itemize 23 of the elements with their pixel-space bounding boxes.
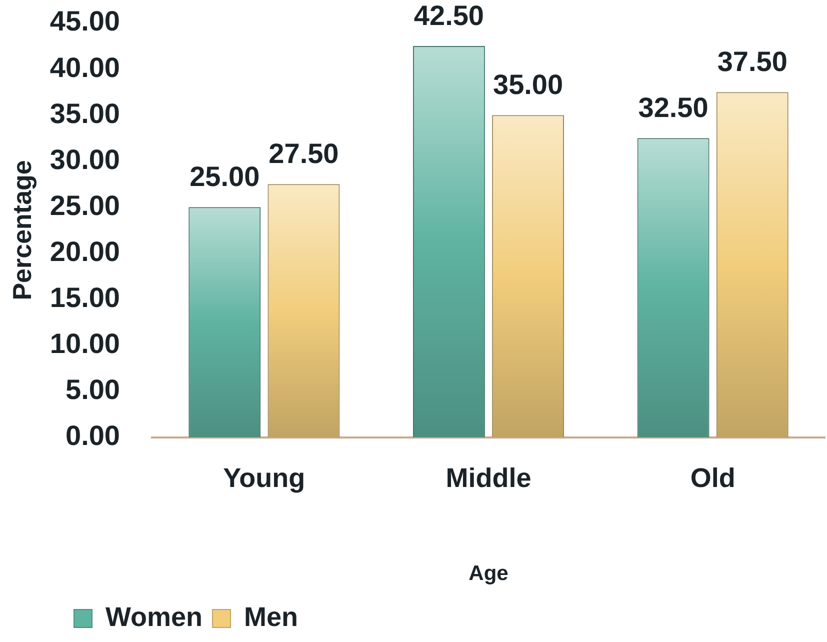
data-label: 37.50 xyxy=(717,46,788,78)
x-tick-label: Old xyxy=(690,463,736,494)
data-label: 25.00 xyxy=(190,161,260,192)
legend-label: Men xyxy=(244,602,298,632)
y-tick-label: 5.00 xyxy=(66,374,120,406)
x-axis-title: Age xyxy=(468,562,508,586)
y-tick-label: 15.00 xyxy=(50,282,120,313)
y-tick-label: 25.00 xyxy=(50,190,120,221)
data-label: 42.50 xyxy=(414,0,484,32)
y-axis-title: Percentage xyxy=(6,160,37,300)
x-tick-label: Middle xyxy=(446,463,532,494)
y-tick-label: 0.00 xyxy=(66,420,120,452)
data-label: 35.00 xyxy=(493,69,564,100)
y-tick-label: 40.00 xyxy=(50,52,120,83)
x-tick-label: Young xyxy=(223,463,306,494)
data-label: 32.50 xyxy=(638,92,708,124)
y-tick-label: 30.00 xyxy=(50,144,120,175)
legend-label: Women xyxy=(106,602,203,632)
y-tick-label: 35.00 xyxy=(50,98,120,129)
y-tick-label: 10.00 xyxy=(50,328,120,360)
y-tick-label: 45.00 xyxy=(50,6,120,37)
data-label: 27.50 xyxy=(268,138,339,170)
y-tick-label: 20.00 xyxy=(50,236,120,267)
